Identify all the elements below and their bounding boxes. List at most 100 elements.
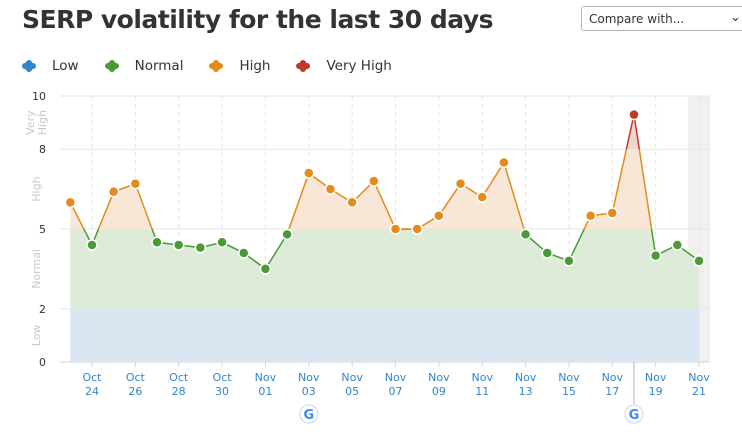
legend-marker-icon [209,60,224,72]
x-tick-label-day: 17 [605,385,619,398]
data-point[interactable] [346,196,358,209]
x-tick-label-month: Oct [126,371,146,384]
x-tick-label-day: 15 [562,385,576,398]
legend: Low Normal High Very High [22,58,418,74]
legend-item-low[interactable]: Low [22,58,79,74]
page-title: SERP volatility for the last 30 days [22,5,494,34]
x-tick-label-day: 28 [172,385,186,398]
x-tick-label-month: Nov [255,371,277,384]
data-point[interactable] [129,178,142,190]
data-point[interactable] [368,175,380,187]
data-point[interactable] [389,223,402,235]
band-area-high [70,149,652,229]
data-point[interactable] [606,207,619,219]
x-tick-label-day: 19 [649,385,663,398]
legend-marker-icon [104,60,119,72]
x-tick-label-month: Oct [82,371,102,384]
data-point[interactable] [433,209,445,222]
x-tick-label-month: Nov [645,371,667,384]
x-tick-label-month: Oct [213,371,233,384]
x-tick-label-day: 26 [128,385,142,398]
chevron-down-icon: ⌄ [730,10,741,25]
data-point[interactable] [324,183,337,195]
x-tick-label-month: Nov [341,371,363,384]
band-label: Normal [30,249,43,289]
compare-dropdown-label: Compare with... [589,12,685,26]
band-label: Low [30,325,43,347]
data-point[interactable] [628,108,640,121]
data-point[interactable] [671,239,684,251]
legend-item-high[interactable]: High [209,58,270,74]
x-tick-label-month: Nov [428,371,450,384]
x-tick-label-day: 01 [258,385,272,398]
y-tick-label: 8 [39,143,46,156]
x-tick-label-month: Nov [688,371,710,384]
data-point[interactable] [151,236,163,249]
x-tick-label-day: 03 [302,385,316,398]
data-point[interactable] [649,249,662,262]
data-point[interactable] [281,228,293,241]
band-label: VeryHigh [24,110,49,135]
band-area-low [70,308,700,362]
data-point[interactable] [216,236,228,249]
data-point[interactable] [303,167,315,179]
x-tick-label-day: 05 [345,385,359,398]
data-point[interactable] [194,241,207,254]
data-point[interactable] [476,191,488,203]
x-tick-label-day: 07 [389,385,403,398]
x-tick-label-day: 21 [692,385,706,398]
google-icon-bg [624,404,644,424]
x-tick-label-day: 24 [85,385,99,398]
data-point[interactable] [563,255,575,267]
y-tick-label: 2 [39,303,46,316]
data-point[interactable] [259,263,272,275]
band-label-word: High [30,176,43,201]
google-icon-bg [299,404,319,424]
google-icon[interactable]: G [624,404,644,424]
data-point[interactable] [693,255,705,267]
y-tick-label: 0 [39,356,46,369]
data-point[interactable] [584,209,597,222]
data-point[interactable] [237,247,250,259]
x-tick-label-month: Nov [602,371,624,384]
band-label-word: High [36,110,49,135]
band-label-word: Very [24,110,37,135]
legend-item-normal[interactable]: Normal [104,58,184,74]
x-tick-label-day: 13 [519,385,533,398]
legend-label: High [239,58,271,74]
x-tick-label-month: Nov [471,371,493,384]
compare-dropdown[interactable]: Compare with... ⌄ [581,6,742,31]
legend-label: Very High [326,58,392,74]
x-tick-label-month: Nov [515,371,537,384]
legend-label: Normal [134,58,184,74]
data-point[interactable] [64,196,77,209]
data-point[interactable] [454,178,467,190]
band-label-word: Low [30,325,43,347]
data-point[interactable] [498,156,510,169]
data-point[interactable] [541,247,554,259]
legend-label: Low [52,58,79,74]
google-icon-glyph: G [629,408,640,423]
data-point[interactable] [86,239,98,251]
band-area-very-high [626,114,640,150]
x-tick-label-day: 09 [432,385,446,398]
data-point[interactable] [172,239,185,251]
y-tick-label: 10 [32,90,46,103]
legend-item-very-high[interactable]: Very High [296,58,392,74]
x-tick-label-day: 30 [215,385,229,398]
data-point[interactable] [107,186,120,198]
google-icon[interactable]: G [299,404,319,424]
google-icon-glyph: G [303,408,314,423]
y-tick-label: 5 [39,223,46,236]
band-label-word: Normal [30,249,43,289]
x-tick-label-day: 11 [475,385,489,398]
x-tick-label-month: Nov [558,371,580,384]
legend-marker-icon [296,60,311,72]
x-tick-label-month: Nov [298,371,320,384]
data-point[interactable] [411,223,423,235]
x-tick-label-month: Nov [385,371,407,384]
x-tick-label-month: Oct [169,371,189,384]
data-point[interactable] [519,228,532,241]
legend-marker-icon [22,60,36,72]
